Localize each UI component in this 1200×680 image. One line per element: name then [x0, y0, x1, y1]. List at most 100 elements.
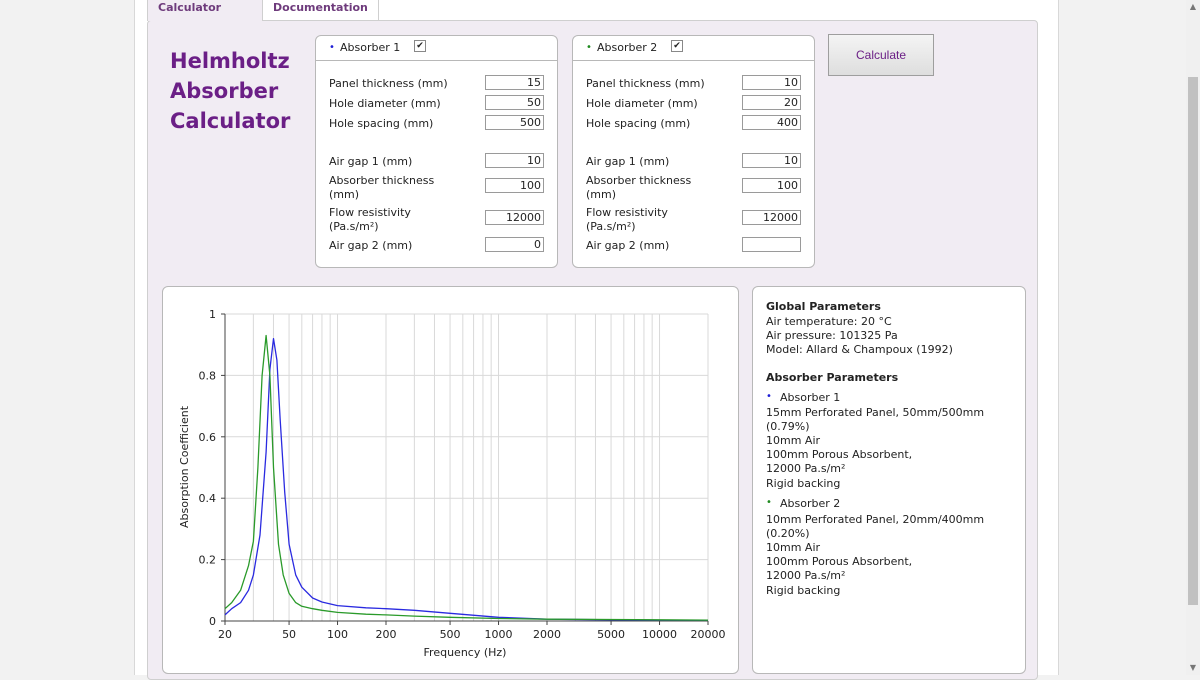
y-tick-label: 1: [209, 308, 216, 321]
flow-resistivity-unit-label: (Pa.s/m²): [329, 220, 379, 233]
x-tick-label: 2000: [533, 628, 561, 641]
air-gap-2-label: Air gap 2 (mm): [329, 239, 413, 252]
x-tick-label: 200: [376, 628, 397, 641]
absorber-2-header: • Absorber 2 ✔: [573, 36, 814, 61]
tab-calculator[interactable]: Calculator: [147, 0, 263, 21]
absorber-2-summary-line: 100mm Porous Absorbent,: [766, 555, 913, 568]
flow-resistivity-unit-label: (Pa.s/m²): [586, 220, 636, 233]
series-line-absorber-1: [224, 337, 708, 621]
absorber-2-air-gap-2-input[interactable]: [742, 237, 801, 252]
air-gap-2-label: Air gap 2 (mm): [586, 239, 670, 252]
hole-diameter-label: Hole diameter (mm): [586, 97, 698, 110]
absorber-2-panel-thickness-input[interactable]: 10: [742, 75, 801, 90]
absorber-thickness-unit-label: (mm): [329, 188, 360, 201]
page-title: Helmholtz Absorber Calculator: [170, 46, 290, 136]
scroll-up-arrow-icon[interactable]: ▲: [1189, 2, 1197, 11]
absorber-2-enabled-checkbox[interactable]: ✔: [671, 40, 683, 52]
absorber-1-enabled-checkbox[interactable]: ✔: [414, 40, 426, 52]
vertical-scrollbar[interactable]: ▲ ▼: [1186, 0, 1200, 675]
absorber-1-panel-thickness-input[interactable]: 15: [485, 75, 544, 90]
absorber-2-name: Absorber 2: [597, 41, 658, 54]
absorber-2-summary-name: Absorber 2: [780, 497, 841, 510]
absorber-2-summary-line: (0.20%): [766, 527, 810, 540]
absorber-thickness-unit-label: (mm): [586, 188, 617, 201]
absorber-2-summary-line: 10mm Perforated Panel, 20mm/400mm: [766, 513, 985, 526]
absorber-1-absorber-thickness-input[interactable]: 100: [485, 178, 544, 193]
absorber-1-summary-name: Absorber 1: [780, 391, 841, 404]
global-parameter-line: Air pressure: 101325 Pa: [766, 329, 898, 342]
x-tick-label: 10000: [642, 628, 677, 641]
x-tick-label: 1000: [485, 628, 513, 641]
absorption-chart: 20 50 100 200 500 1000 2000 5000 10000 20000 0 0.2 0…: [178, 308, 726, 659]
absorber-1-summary-line: Rigid backing: [766, 477, 841, 490]
global-parameters-heading: Global Parameters: [766, 300, 881, 313]
absorber-1-summary-line: 15mm Perforated Panel, 50mm/500mm: [766, 406, 985, 419]
absorber-2-absorber-thickness-input[interactable]: 100: [742, 178, 801, 193]
absorber-1-bullet-icon: •: [329, 42, 335, 53]
x-axis-label: Frequency (Hz): [424, 646, 507, 659]
absorber-1-bullet-icon: •: [766, 391, 772, 402]
x-tick-label: 500: [440, 628, 461, 641]
air-gap-1-label: Air gap 1 (mm): [586, 155, 670, 168]
x-tick-label: 20: [218, 628, 232, 641]
y-tick-label: 0.2: [199, 554, 217, 567]
absorber-thickness-label: Absorber thickness: [329, 174, 435, 187]
absorber-1-panel: • Absorber 1 ✔ Panel thickness (mm) 15 H…: [315, 35, 558, 268]
x-tick-label: 5000: [597, 628, 625, 641]
x-tick-label: 50: [282, 628, 296, 641]
absorber-1-summary-line: 12000 Pa.s/m²: [766, 462, 846, 475]
calculate-button[interactable]: Calculate: [828, 34, 934, 76]
absorber-1-name: Absorber 1: [340, 41, 401, 54]
chart-grid: [224, 313, 709, 622]
hole-spacing-label: Hole spacing (mm): [329, 117, 434, 130]
global-parameter-line: Model: Allard & Champoux (1992): [766, 343, 953, 356]
absorber-1-summary-line: 10mm Air: [766, 434, 821, 447]
absorber-thickness-label: Absorber thickness: [586, 174, 692, 187]
absorption-chart-panel: 20 50 100 200 500 1000 2000 5000 10000 20000 0 0.2 0…: [162, 286, 739, 674]
tab-documentation[interactable]: Documentation: [262, 0, 379, 20]
absorber-2-hole-diameter-input[interactable]: 20: [742, 95, 801, 110]
hole-spacing-label: Hole spacing (mm): [586, 117, 691, 130]
y-tick-label: 0: [209, 615, 216, 628]
parameters-info-panel: Global Parameters Air temperature: 20 °C…: [752, 286, 1026, 674]
y-tick-label: 0.6: [199, 431, 217, 444]
hole-diameter-label: Hole diameter (mm): [329, 97, 441, 110]
page-title-line: Absorber: [170, 79, 279, 103]
absorber-1-summary-line: 100mm Porous Absorbent,: [766, 448, 913, 461]
panel-thickness-label: Panel thickness (mm): [586, 77, 705, 90]
absorber-2-air-gap-1-input[interactable]: 10: [742, 153, 801, 168]
absorber-1-summary-line: (0.79%): [766, 420, 810, 433]
series-line-absorber-2: [224, 334, 709, 621]
absorber-2-hole-spacing-input[interactable]: 400: [742, 115, 801, 130]
absorber-2-summary-line: 10mm Air: [766, 541, 821, 554]
page-title-line: Calculator: [170, 109, 291, 133]
panel-thickness-label: Panel thickness (mm): [329, 77, 448, 90]
absorber-2-summary-line: 12000 Pa.s/m²: [766, 569, 846, 582]
scroll-thumb[interactable]: [1188, 77, 1198, 605]
y-axis-label: Absorption Coefficient: [178, 405, 191, 528]
y-tick-label: 0.8: [199, 369, 217, 382]
global-parameter-line: Air temperature: 20 °C: [766, 315, 892, 328]
absorber-2-panel: • Absorber 2 ✔ Panel thickness (mm) 10 H…: [572, 35, 815, 268]
flow-resistivity-label: Flow resistivity: [329, 206, 411, 219]
absorber-2-summary-line: Rigid backing: [766, 584, 841, 597]
absorber-1-air-gap-2-input[interactable]: 0: [485, 237, 544, 252]
x-tick-label: 100: [327, 628, 348, 641]
absorber-1-hole-spacing-input[interactable]: 500: [485, 115, 544, 130]
absorber-2-flow-resistivity-input[interactable]: 12000: [742, 210, 801, 225]
absorber-1-hole-diameter-input[interactable]: 50: [485, 95, 544, 110]
absorber-1-header: • Absorber 1 ✔: [316, 36, 557, 61]
scroll-down-arrow-icon[interactable]: ▼: [1189, 663, 1197, 672]
page-title-line: Helmholtz: [170, 49, 290, 73]
chart-axes: 20 50 100 200 500 1000 2000 5000 10000 20000 0 0.2 0…: [199, 308, 726, 641]
flow-resistivity-label: Flow resistivity: [586, 206, 668, 219]
absorber-1-flow-resistivity-input[interactable]: 12000: [485, 210, 544, 225]
y-tick-label: 0.4: [199, 492, 217, 505]
x-tick-label: 20000: [691, 628, 726, 641]
absorber-1-air-gap-1-input[interactable]: 10: [485, 153, 544, 168]
absorber-2-bullet-icon: •: [766, 497, 772, 508]
absorber-2-bullet-icon: •: [586, 42, 592, 53]
absorber-parameters-heading: Absorber Parameters: [766, 371, 899, 384]
air-gap-1-label: Air gap 1 (mm): [329, 155, 413, 168]
chart-series: [224, 334, 709, 621]
